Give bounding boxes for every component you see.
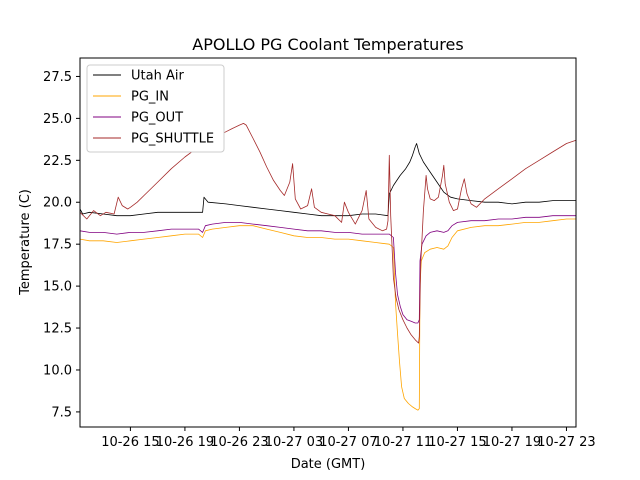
y-axis-label: Temperature (C)	[18, 189, 33, 296]
y-tick-label: 10.0	[43, 363, 72, 378]
x-axis-label: Date (GMT)	[291, 457, 366, 472]
legend-label: PG_SHUTTLE	[131, 132, 214, 147]
y-tick-label: 17.5	[43, 238, 72, 253]
y-tick-label: 7.5	[51, 405, 72, 420]
x-tick-label: 10-27 19	[483, 435, 541, 450]
x-tick-label: 10-27 07	[319, 435, 377, 450]
y-tick-label: 25.0	[43, 112, 72, 127]
y-tick-label: 20.0	[43, 196, 72, 211]
y-tick-label: 12.5	[43, 322, 72, 337]
y-tick-label: 15.0	[43, 280, 72, 295]
y-tick-label: 22.5	[43, 154, 72, 169]
x-tick-label: 10-26 19	[156, 435, 214, 450]
chart-title: APOLLO PG Coolant Temperatures	[192, 35, 463, 54]
legend-label: PG_OUT	[131, 111, 183, 126]
x-tick-label: 10-26 15	[101, 435, 159, 450]
series-line-pg-out	[79, 215, 576, 324]
x-tick-label: 10-26 23	[210, 435, 268, 450]
x-tick-label: 10-27 03	[265, 435, 323, 450]
series-line-utah-air	[79, 143, 576, 217]
legend: Utah Air PG_IN PG_OUT PG_SHUTTLE	[86, 64, 225, 153]
legend-box	[86, 64, 225, 153]
plot-frame	[79, 57, 577, 428]
x-tick-label: 10-27 15	[428, 435, 486, 450]
series-layer	[79, 123, 577, 411]
series-line-pg-shuttle	[79, 123, 577, 344]
legend-label: Utah Air	[131, 69, 184, 84]
legend-label: PG_IN	[131, 90, 169, 105]
x-tick-label: 10-27 11	[374, 435, 432, 450]
x-tick-label: 10-27 23	[537, 435, 595, 450]
series-line-pg-in	[79, 218, 576, 411]
y-tick-label: 27.5	[43, 70, 72, 85]
